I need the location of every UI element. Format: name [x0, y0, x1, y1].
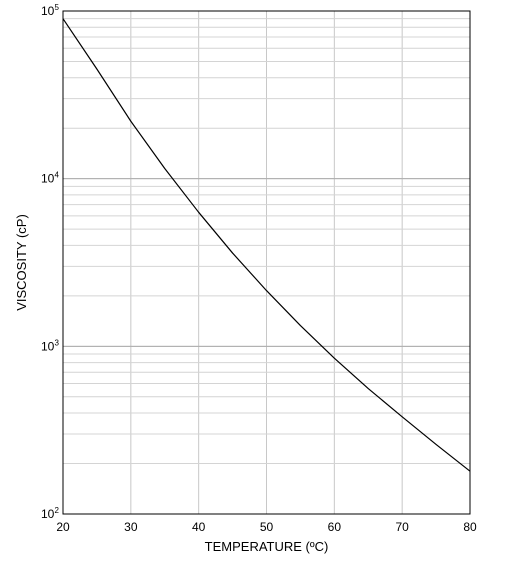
- y-tick-label: 10: [41, 4, 55, 18]
- x-tick-label: 40: [192, 520, 206, 534]
- y-tick-exponent: 2: [55, 506, 60, 515]
- y-tick-exponent: 4: [55, 171, 60, 180]
- y-tick-label: 10: [41, 339, 55, 353]
- y-tick-exponent: 3: [55, 338, 60, 347]
- y-tick-exponent: 5: [55, 3, 60, 12]
- x-tick-label: 70: [395, 520, 409, 534]
- x-tick-label: 80: [463, 520, 477, 534]
- y-tick-label: 10: [41, 172, 55, 186]
- y-axis-label: VISCOSITY (cP): [14, 214, 29, 311]
- y-tick-label: 10: [41, 507, 55, 521]
- x-tick-label: 20: [56, 520, 70, 534]
- x-tick-label: 50: [260, 520, 274, 534]
- plot-frame: [62, 10, 471, 515]
- x-tick-label: 30: [124, 520, 138, 534]
- series-line: [62, 18, 471, 472]
- x-tick-labels: 20 30 40 50 60 70 80: [56, 520, 477, 534]
- x-axis-label: TEMPERATURE (ºC): [205, 539, 329, 554]
- grid: [62, 10, 471, 515]
- x-tick-label: 60: [328, 520, 342, 534]
- series-layer: [62, 18, 471, 472]
